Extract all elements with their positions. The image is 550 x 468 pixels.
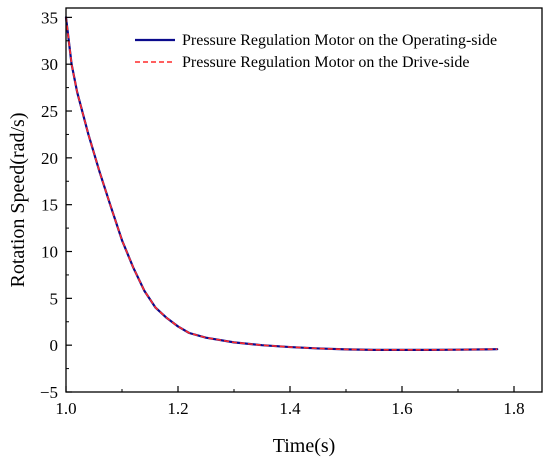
y-axis-title: Rotation Speed(rad/s) — [7, 113, 29, 288]
y-tick-label: −5 — [40, 383, 58, 402]
y-tick-label: 30 — [41, 55, 58, 74]
x-tick-label: 1.8 — [503, 399, 524, 418]
x-tick-label: 1.6 — [391, 399, 412, 418]
x-axis-title: Time(s) — [273, 435, 336, 457]
series-layer — [64, 16, 499, 351]
plot-frame — [65, 7, 543, 393]
y-tick-label: 10 — [41, 243, 58, 262]
y-tick-label: 15 — [41, 196, 58, 215]
y-tick-label: 0 — [50, 336, 59, 355]
series-line-2 — [65, 17, 498, 351]
ticks-layer: 1.0 1.2 1.4 1.6 1.8 −5 0 5 10 15 20 25 30 35 — [40, 8, 525, 418]
y-tick-label: 35 — [41, 8, 58, 27]
legend-label-2: Pressure Regulation Motor on the Drive-s… — [182, 54, 470, 71]
y-tick-label: 5 — [50, 289, 59, 308]
y-tick-label: 25 — [41, 102, 58, 121]
x-tick-label: 1.4 — [279, 399, 301, 418]
legend-label-1: Pressure Regulation Motor on the Operati… — [182, 32, 497, 49]
x-tick-label: 1.0 — [55, 399, 76, 418]
y-tick-label: 20 — [41, 149, 58, 168]
x-tick-label: 1.2 — [167, 399, 188, 418]
legend: Pressure Regulation Motor on the Operati… — [135, 32, 497, 71]
